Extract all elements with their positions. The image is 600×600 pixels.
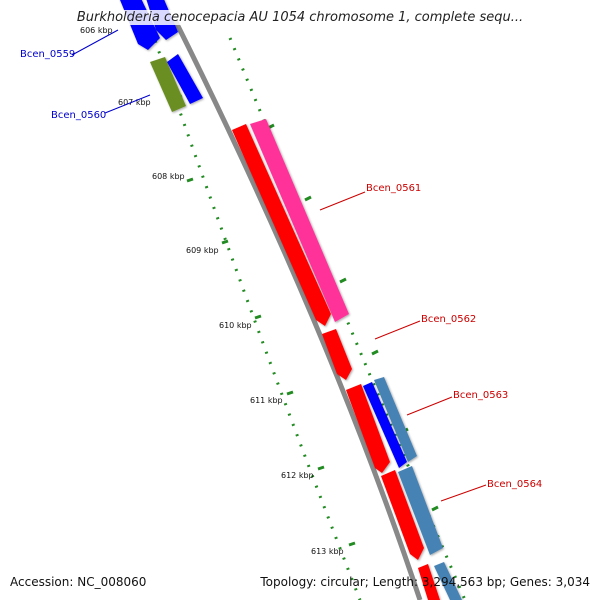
cds-bcen-0562[interactable] [322, 329, 352, 380]
tick-label: 613 kbp [311, 547, 344, 556]
cds-bcen-0564[interactable] [381, 470, 424, 560]
cds-partial-bottom[interactable] [418, 564, 440, 600]
topology-summary: Topology: circular; Length: 3,294,563 bp… [260, 575, 590, 589]
cds-bcen-0563-blue[interactable] [363, 382, 407, 468]
cds-bcen-0563[interactable] [346, 384, 390, 473]
gene-labels: Bcen_0559 Bcen_0560 Bcen_0561 Bcen_0562 … [20, 49, 542, 490]
chromosome-backbone [172, 18, 423, 600]
gene-label[interactable]: Bcen_0563 [453, 390, 508, 401]
tick-label: 611 kbp [250, 396, 283, 405]
gene-label[interactable]: Bcen_0561 [366, 183, 421, 194]
gene-features [120, 0, 462, 600]
tick-label: 608 kbp [152, 172, 185, 181]
tick-label: 609 kbp [186, 246, 219, 255]
tick-label: 612 kbp [281, 471, 314, 480]
gene-label[interactable]: Bcen_0564 [487, 479, 542, 490]
cds-bcen-0564-steel[interactable] [398, 466, 443, 555]
tick-label: 607 kbp [118, 98, 151, 107]
cds-bcen-0561-mag[interactable] [250, 119, 349, 322]
gene-label[interactable]: Bcen_0560 [51, 110, 106, 121]
cds-bcen-0561[interactable] [232, 124, 331, 326]
accession-text: Accession: NC_008060 [10, 575, 147, 589]
gene-leaders [71, 29, 487, 502]
cds-bcen-0560[interactable] [167, 54, 203, 104]
cds-bcen-0563-steel[interactable] [374, 377, 417, 462]
tick-label: 610 kbp [219, 321, 252, 330]
tick-labels: 606 kbp 607 kbp 608 kbp 609 kbp 610 kbp … [80, 26, 344, 556]
tick-label: 606 kbp [80, 26, 113, 35]
inner-ticks [175, 94, 356, 547]
gene-label[interactable]: Bcen_0559 [20, 49, 75, 60]
cds-partial-bottom-steel[interactable] [434, 562, 462, 600]
gene-label[interactable]: Bcen_0562 [421, 314, 476, 325]
map-title: Burkholderia cenocepacia AU 1054 chromos… [0, 10, 600, 25]
cds-bcen-0560-olive[interactable] [150, 57, 186, 112]
